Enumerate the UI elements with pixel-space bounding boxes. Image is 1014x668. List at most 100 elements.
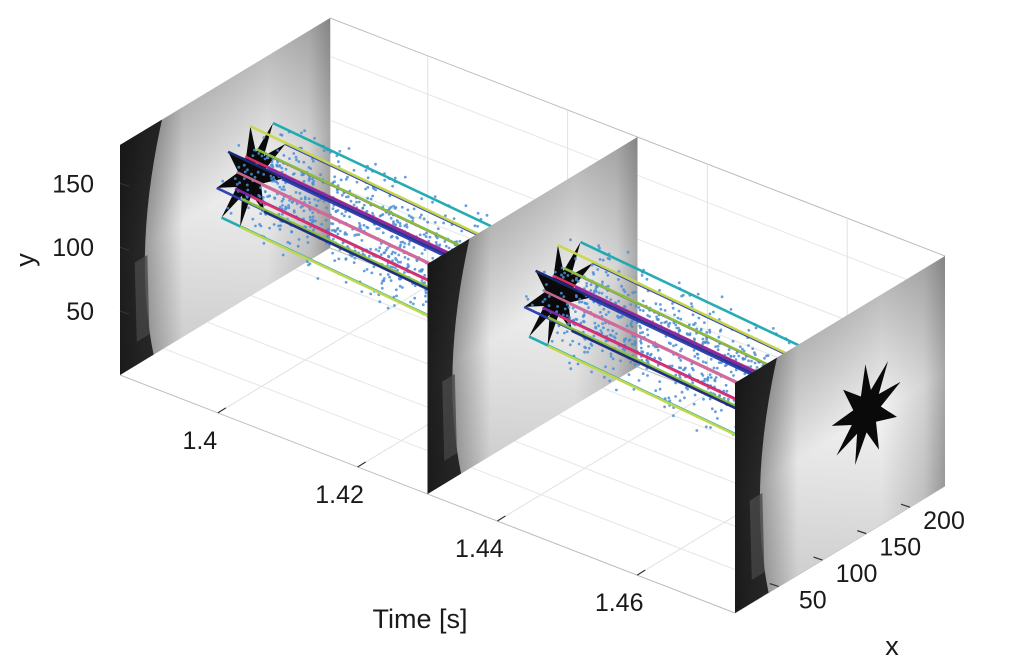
- event-point: [690, 366, 694, 370]
- event-point: [403, 175, 407, 179]
- event-point: [594, 325, 597, 329]
- event-point: [656, 348, 660, 352]
- event-point: [568, 361, 571, 365]
- event-point: [443, 240, 447, 243]
- event-point: [567, 306, 571, 309]
- event-point: [361, 206, 365, 210]
- event-point: [599, 310, 602, 314]
- event-point: [381, 231, 385, 235]
- event-point: [735, 351, 739, 355]
- event-point: [366, 176, 370, 180]
- event-point: [703, 321, 706, 324]
- event-point: [690, 302, 693, 306]
- event-point: [637, 379, 641, 382]
- event-point: [709, 357, 713, 361]
- event-point: [436, 227, 440, 231]
- event-point: [763, 356, 766, 360]
- event-point: [631, 342, 634, 346]
- event-point: [394, 257, 397, 260]
- event-point: [734, 368, 738, 372]
- event-point: [606, 328, 610, 332]
- event-point: [242, 163, 246, 167]
- event-point: [237, 144, 241, 147]
- event-point: [543, 270, 546, 274]
- event-point: [771, 327, 775, 330]
- event-point: [737, 354, 741, 358]
- event-point: [382, 279, 386, 283]
- event-point: [616, 314, 619, 318]
- event-point: [256, 170, 260, 174]
- event-point: [708, 312, 712, 316]
- event-point: [434, 241, 438, 244]
- time-tick-label: 1.44: [455, 535, 504, 563]
- event-point: [663, 405, 666, 409]
- event-point: [369, 197, 373, 201]
- event-point: [391, 265, 395, 269]
- event-point: [262, 173, 266, 176]
- event-point: [718, 394, 721, 398]
- event-point: [679, 349, 682, 353]
- event-point: [399, 260, 402, 264]
- event-point: [715, 366, 719, 370]
- event-point: [269, 174, 273, 178]
- event-point: [705, 337, 708, 341]
- event-point: [701, 337, 705, 341]
- event-point: [547, 304, 551, 307]
- event-point: [412, 246, 416, 249]
- event-point: [708, 373, 712, 376]
- event-point: [331, 207, 335, 211]
- event-point: [316, 199, 320, 203]
- event-point: [253, 175, 257, 179]
- event-point: [271, 165, 275, 169]
- event-point: [348, 215, 351, 219]
- event-point: [574, 310, 577, 313]
- event-point: [633, 290, 637, 294]
- event-point: [695, 352, 699, 356]
- event-point: [343, 232, 347, 236]
- event-point: [556, 305, 559, 308]
- event-point: [378, 246, 382, 250]
- event-point: [645, 277, 649, 281]
- event-point: [299, 197, 303, 201]
- event-point: [754, 326, 758, 330]
- event-point: [727, 348, 731, 352]
- event-point: [646, 328, 649, 331]
- event-point: [431, 256, 435, 260]
- event-point: [393, 176, 397, 180]
- event-point: [366, 196, 369, 200]
- event-point: [584, 302, 587, 305]
- event-point: [409, 300, 412, 304]
- event-point: [447, 246, 451, 250]
- event-point: [302, 179, 306, 183]
- event-point: [712, 310, 715, 314]
- event-point: [684, 366, 687, 370]
- event-point: [339, 178, 343, 182]
- event-point: [284, 205, 288, 209]
- event-point: [282, 154, 286, 157]
- event-point: [683, 396, 686, 400]
- event-point: [424, 294, 427, 298]
- event-point: [531, 303, 534, 307]
- event-point: [331, 251, 334, 255]
- event-point: [541, 300, 545, 304]
- event-point: [726, 352, 730, 356]
- event-point: [411, 302, 415, 306]
- event-point: [606, 284, 610, 288]
- event-point: [626, 250, 630, 254]
- event-point: [401, 286, 404, 289]
- event-point: [562, 295, 566, 298]
- event-point: [641, 299, 645, 303]
- event-point: [557, 324, 561, 328]
- event-point: [602, 307, 606, 311]
- event-point: [658, 289, 661, 292]
- event-point: [372, 265, 376, 269]
- event-point: [406, 208, 410, 212]
- event-point: [476, 211, 480, 215]
- event-point: [563, 271, 566, 275]
- event-point: [327, 227, 330, 231]
- event-point: [591, 271, 595, 274]
- event-point: [254, 224, 257, 228]
- x-tick-label: 150: [879, 534, 921, 562]
- frame-shading: [120, 18, 330, 375]
- event-point: [272, 223, 276, 226]
